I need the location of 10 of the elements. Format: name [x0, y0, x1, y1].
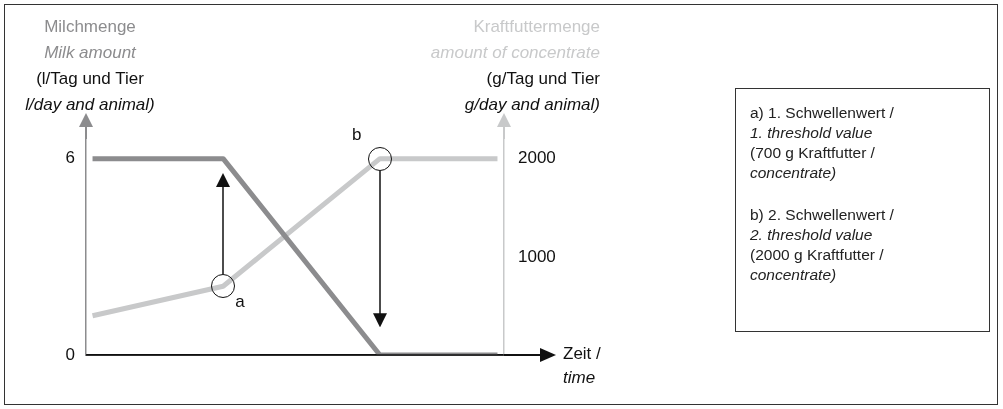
x-axis-title: Zeit / time: [563, 343, 601, 389]
y-axis-title: Milchmenge Milk amount (l/Tag und Tier l/day and animal): [24, 16, 156, 116]
annotation: b: [351, 124, 362, 145]
y-tick-label: 0: [65, 344, 75, 364]
y-tick-label: 6: [65, 148, 75, 168]
text: a) 1. Schwellenwert / 1. threshold value (700 g Kraftfutter / concentrate): [750, 103, 895, 183]
y2-tick-label: 1000: [518, 246, 556, 266]
annotation: a: [235, 292, 245, 313]
text: b) 2. Schwellenwert / 2. threshold value (2000 g Kraftfutter / concentrate): [750, 205, 895, 285]
y2-tick-label: 2000: [518, 148, 556, 168]
